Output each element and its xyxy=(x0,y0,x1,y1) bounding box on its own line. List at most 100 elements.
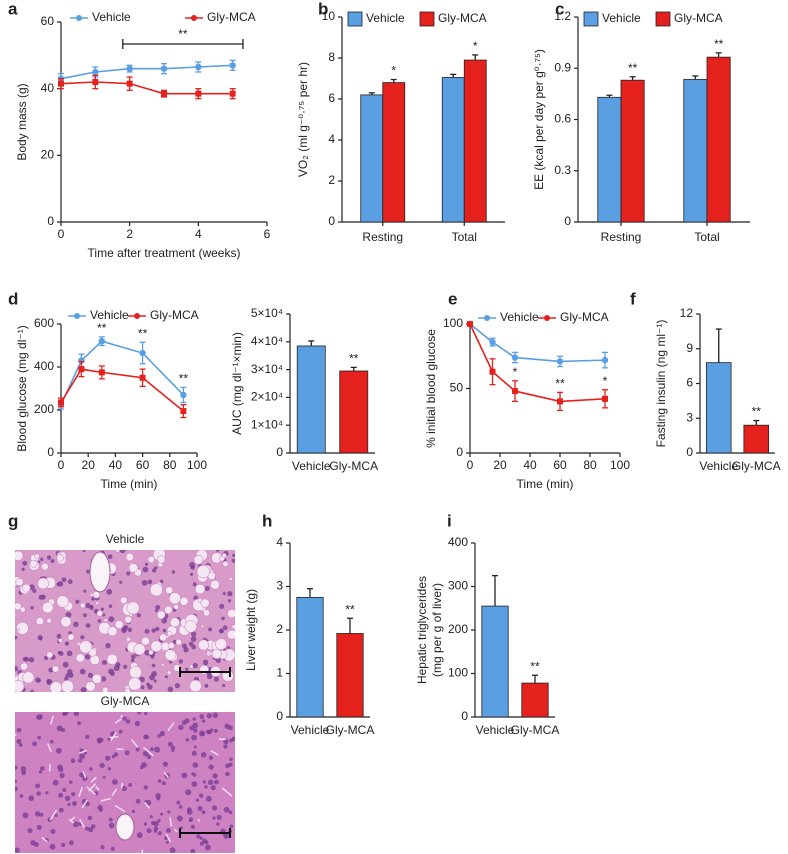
nucleus xyxy=(189,561,195,568)
nucleus xyxy=(62,788,67,792)
point xyxy=(556,358,564,365)
nucleus xyxy=(222,683,226,688)
vacuole xyxy=(228,577,233,581)
nucleus xyxy=(46,555,52,560)
vacuole xyxy=(179,596,189,606)
nucleus xyxy=(64,641,70,646)
nucleus xyxy=(155,626,160,632)
nucleus xyxy=(66,650,73,657)
nucleus xyxy=(21,567,25,571)
nucleus xyxy=(118,729,123,734)
vacuole xyxy=(22,583,31,593)
vacuole xyxy=(79,640,93,654)
vacuole xyxy=(226,629,235,640)
nucleus xyxy=(108,822,115,829)
nucleus xyxy=(123,625,129,630)
x-tick-label: Vehicle xyxy=(476,723,515,737)
legend-label: Gly-MCA xyxy=(560,310,609,324)
vacuole xyxy=(15,602,22,611)
panel-letter: c xyxy=(555,0,564,18)
x-tick-label: 80 xyxy=(163,458,177,472)
error xyxy=(715,328,722,363)
nucleus xyxy=(192,762,199,768)
vacuole xyxy=(129,665,142,679)
vacuole xyxy=(200,624,205,629)
sinusoid xyxy=(49,809,58,821)
sinusoid xyxy=(210,749,219,756)
nucleus xyxy=(85,734,90,740)
point xyxy=(98,369,105,376)
x-tick-label: 20 xyxy=(493,458,507,472)
y-tick-label: 0 xyxy=(47,445,54,459)
sinusoid xyxy=(173,828,178,833)
vacuole xyxy=(141,636,150,646)
vacuole xyxy=(95,601,100,605)
y-tick-label: 0 xyxy=(276,709,283,723)
y-tick-label: 0 xyxy=(47,214,54,228)
nucleus xyxy=(223,806,230,813)
y-tick-label: 0 xyxy=(456,445,463,459)
nucleus xyxy=(79,753,86,760)
panel-letter: b xyxy=(318,0,328,18)
x-tick-label: Gly-MCA xyxy=(732,459,781,473)
x-tick-label: 0 xyxy=(58,458,65,472)
y-tick-label: 0 xyxy=(328,214,335,228)
nucleus xyxy=(146,828,152,834)
y-tick-label: 0.3 xyxy=(554,163,571,177)
significance: ** xyxy=(628,61,638,75)
nucleus xyxy=(147,579,153,585)
x-axis-label: Time after treatment (weeks) xyxy=(88,246,241,260)
sinusoid xyxy=(100,797,111,802)
nucleus xyxy=(36,714,42,720)
nucleus xyxy=(77,758,83,763)
nucleus xyxy=(32,741,38,747)
vacuole xyxy=(203,609,211,617)
nucleus xyxy=(213,676,219,682)
nucleus xyxy=(108,604,113,608)
nucleus xyxy=(167,686,174,692)
nucleus xyxy=(123,664,128,669)
nucleus xyxy=(200,752,207,758)
legend-marker xyxy=(191,15,197,21)
nucleus xyxy=(125,719,131,724)
bar xyxy=(336,633,364,718)
sinusoid xyxy=(86,786,97,796)
vacuole xyxy=(126,601,140,615)
bar xyxy=(441,77,465,223)
error xyxy=(629,76,636,81)
vacuole xyxy=(149,583,163,597)
nucleus xyxy=(73,621,79,628)
nucleus xyxy=(202,659,209,665)
legend-swatch xyxy=(655,11,671,27)
nucleus xyxy=(85,623,91,628)
sinusoid xyxy=(142,746,154,757)
nucleus xyxy=(151,568,157,573)
nucleus xyxy=(222,592,226,596)
vacuole xyxy=(115,550,120,553)
bar xyxy=(743,424,770,454)
nucleus xyxy=(211,805,218,811)
vacuole xyxy=(42,601,54,614)
nucleus xyxy=(196,834,201,839)
nucleus xyxy=(161,617,168,624)
nucleus xyxy=(82,550,86,553)
nucleus xyxy=(208,627,213,632)
nucleus xyxy=(169,847,176,853)
point xyxy=(180,391,187,399)
panel-letter: h xyxy=(262,511,272,530)
bar xyxy=(339,370,369,454)
nucleus xyxy=(50,559,55,563)
vacuole xyxy=(160,663,165,667)
significance: * xyxy=(513,365,518,379)
point xyxy=(229,90,236,97)
nucleus xyxy=(35,783,41,789)
nucleus xyxy=(27,828,33,834)
nucleus xyxy=(58,792,64,798)
nucleus xyxy=(144,649,151,656)
nucleus xyxy=(223,738,229,745)
sinusoid xyxy=(169,817,173,827)
nucleus xyxy=(201,838,207,844)
vacuole xyxy=(16,627,20,632)
nucleus xyxy=(162,761,169,767)
